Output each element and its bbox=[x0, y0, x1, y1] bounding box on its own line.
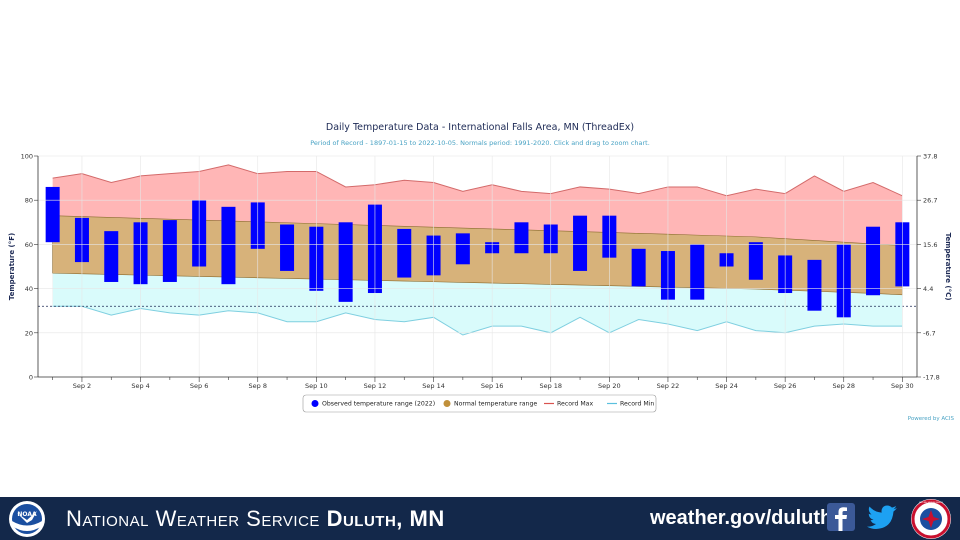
observed-range-bar[interactable] bbox=[690, 244, 705, 300]
x-tick-label: Sep 18 bbox=[539, 382, 562, 390]
legend-item-label[interactable]: Observed temperature range (2022) bbox=[322, 401, 435, 408]
record-max-line bbox=[52, 164, 903, 197]
observed-range-bar[interactable] bbox=[866, 226, 881, 296]
chart-title: Daily Temperature Data - International F… bbox=[326, 122, 634, 133]
observed-range-bar[interactable] bbox=[397, 228, 412, 278]
y-tick-label: 100 bbox=[21, 153, 33, 161]
x-tick-label: Sep 10 bbox=[305, 382, 328, 390]
y-right-tick-label: 37.8 bbox=[923, 153, 937, 161]
legend-box bbox=[302, 394, 657, 413]
axes: 0 20 40 60 80 100 -17.8 -6.7 4.4 15.6 26.7 37.8 Sep … bbox=[8, 153, 952, 391]
x-tick-label: Sep 2 bbox=[73, 382, 91, 390]
y-tick-label: 0 bbox=[29, 374, 33, 382]
observed-range-bar[interactable] bbox=[573, 215, 588, 271]
nws-logo-icon: NATIONAL WEATHER SERVICE bbox=[911, 499, 951, 539]
chart-credit[interactable]: Powered by ACIS bbox=[908, 416, 955, 422]
x-tick-label: Sep 22 bbox=[657, 382, 680, 390]
x-tick-label: Sep 16 bbox=[481, 382, 504, 390]
y-tick-label: 60 bbox=[25, 241, 33, 249]
observed-range-bar[interactable] bbox=[280, 224, 295, 271]
legend-item-label[interactable]: Normal temperature range bbox=[454, 401, 537, 408]
chart-subtitle: Period of Record - 1897-01-15 to 2022-10… bbox=[310, 139, 650, 147]
observed-range-bar[interactable] bbox=[45, 186, 60, 243]
x-tick-label: Sep 30 bbox=[891, 382, 914, 390]
y-right-tick-label: 26.7 bbox=[923, 197, 937, 205]
x-tick-label: Sep 4 bbox=[131, 382, 149, 390]
footer-title-prefix: National Weather Service bbox=[66, 506, 320, 531]
legend-marker bbox=[311, 400, 319, 407]
observed-range-bar[interactable] bbox=[162, 220, 177, 282]
x-tick-label: Sep 28 bbox=[832, 382, 855, 390]
y-tick-label: 20 bbox=[25, 329, 33, 337]
y-right-tick-label: -6.7 bbox=[923, 329, 936, 337]
y-right-tick-label: 15.6 bbox=[923, 241, 937, 249]
x-tick-label: Sep 12 bbox=[364, 382, 387, 390]
facebook-icon[interactable] bbox=[827, 503, 855, 531]
observed-range-bar[interactable] bbox=[455, 233, 470, 265]
x-tick-label: Sep 14 bbox=[422, 382, 445, 390]
legend-item-label[interactable]: Record Min bbox=[620, 401, 654, 408]
noaa-logo-text: NOAA bbox=[17, 511, 37, 518]
x-tick-label: Sep 20 bbox=[598, 382, 621, 390]
y-right-tick-label: -17.8 bbox=[923, 374, 940, 382]
x-tick-label: Sep 8 bbox=[249, 382, 267, 390]
legend[interactable]: Observed temperature range (2022) Normal … bbox=[302, 394, 657, 413]
nws-logo-text: NATIONAL WEATHER SERVICE bbox=[919, 501, 943, 504]
observed-range-bar[interactable] bbox=[631, 248, 646, 287]
x-tick-label: Sep 26 bbox=[774, 382, 797, 390]
x-tick-label: Sep 6 bbox=[190, 382, 208, 390]
legend-marker bbox=[443, 400, 451, 407]
y-tick-label: 40 bbox=[25, 285, 33, 293]
footer-title: National Weather Service Duluth, MN bbox=[66, 506, 445, 532]
footer-banner: NOAA National Weather Service Duluth, MN… bbox=[0, 497, 960, 540]
observed-range-bar[interactable] bbox=[514, 222, 529, 254]
x-tick-label: Sep 24 bbox=[715, 382, 738, 390]
observed-range-bar[interactable] bbox=[104, 231, 119, 282]
y-right-tick-label: 4.4 bbox=[923, 285, 933, 293]
y-axis-label-right: Temperature (°C) bbox=[944, 233, 952, 301]
y-tick-label: 80 bbox=[25, 197, 33, 205]
twitter-icon[interactable] bbox=[866, 503, 898, 531]
legend-item-label[interactable]: Record Max bbox=[557, 401, 593, 408]
observed-range-bar[interactable] bbox=[748, 242, 763, 280]
observed-range-bar[interactable] bbox=[807, 259, 822, 311]
y-axis-label: Temperature (°F) bbox=[8, 233, 16, 300]
observed-range-bar[interactable] bbox=[338, 222, 353, 302]
noaa-logo-icon: NOAA bbox=[9, 501, 45, 537]
observed-range-bar[interactable] bbox=[221, 206, 236, 285]
footer-title-office: Duluth, MN bbox=[326, 506, 445, 531]
record-min-line bbox=[52, 305, 903, 336]
footer-url-link[interactable]: weather.gov/duluth bbox=[650, 507, 833, 529]
temperature-chart: Daily Temperature Data - International F… bbox=[8, 122, 955, 422]
